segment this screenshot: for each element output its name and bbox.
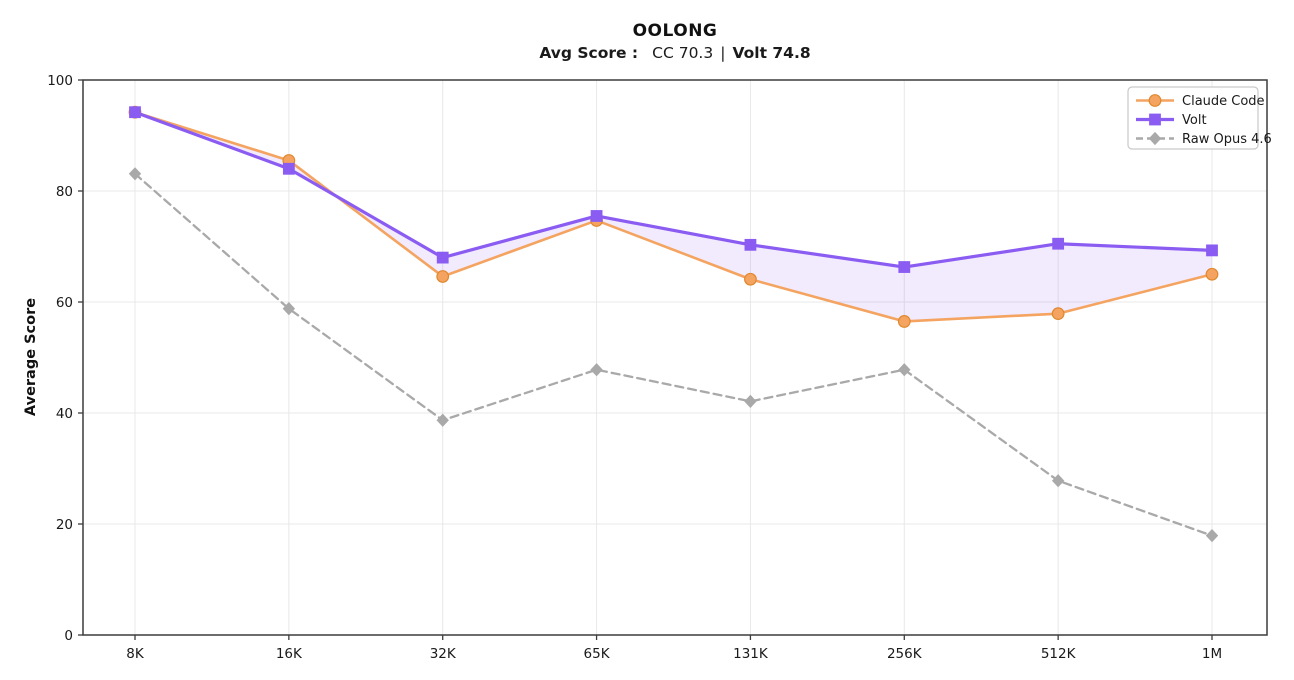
chart-title: OOLONG <box>632 21 718 41</box>
plot-frame <box>82 79 1268 636</box>
x-tick-label: 32K <box>430 646 457 662</box>
y-tick-label: 60 <box>56 295 73 311</box>
x-tick-label: 1M <box>1202 646 1222 662</box>
chart-subtitle: Avg Score : CC 70.3 | Volt 74.8 <box>83 44 1267 62</box>
fill-between-volt-cc <box>135 112 1212 322</box>
subtitle-avg-label: Avg Score : <box>539 44 639 62</box>
grid-lines <box>83 79 1267 636</box>
x-tick-label: 65K <box>584 646 611 662</box>
x-tick-label: 131K <box>733 646 769 662</box>
x-axis-ticks: 8K 16K 32K 65K 131K 256K 512K 1M <box>126 635 1222 662</box>
subtitle-separator: | <box>720 44 726 62</box>
legend-item-volt: Volt Raw Opus 4.6 <box>1136 113 1272 147</box>
x-tick-label: 8K <box>126 646 145 662</box>
legend: Claude Code Volt Raw Opus 4.6 <box>1127 86 1272 150</box>
x-tick-label: 512K <box>1041 646 1077 662</box>
y-tick-label: 80 <box>56 184 73 200</box>
x-tick-label: 256K <box>887 646 923 662</box>
legend-item-raw-opus-4-6: Raw Opus 4.6 <box>1136 131 1272 147</box>
y-tick-label: 20 <box>56 517 73 533</box>
series-raw-opus-4-6 <box>128 167 1219 543</box>
legend-label: Volt <box>1182 113 1207 128</box>
legend-label: Claude Code <box>1182 94 1265 109</box>
y-axis-ticks: 0 20 40 60 80 100 <box>47 73 83 644</box>
y-tick-label: 0 <box>64 628 73 644</box>
y-tick-label: 100 <box>47 73 73 89</box>
subtitle-cc-value: CC 70.3 <box>652 44 714 62</box>
y-tick-label: 40 <box>56 406 73 422</box>
legend-label: Raw Opus 4.6 <box>1182 132 1272 147</box>
series-volt <box>129 106 1218 273</box>
x-tick-label: 16K <box>276 646 303 662</box>
subtitle-volt-value: Volt 74.8 <box>732 44 811 62</box>
legend-item-claude-code: Claude Code Volt Raw Opus 4.6 <box>1136 94 1272 147</box>
